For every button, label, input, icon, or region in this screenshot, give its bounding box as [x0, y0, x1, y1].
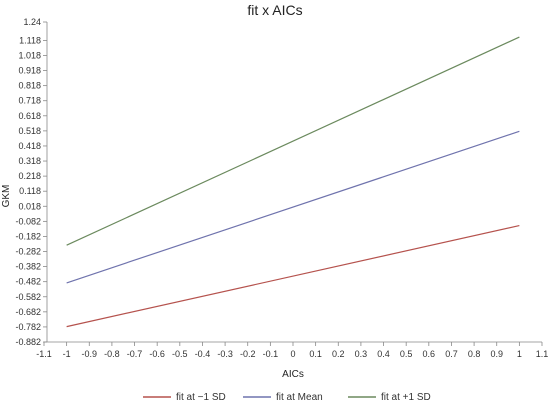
y-tick-label: -0.382 [15, 262, 41, 272]
x-tick-label: 1 [517, 349, 522, 359]
x-tick-label: 0.2 [332, 349, 345, 359]
x-tick-label: -1 [63, 349, 71, 359]
y-tick-label: 0.218 [18, 171, 41, 181]
y-tick-label: 0.318 [18, 156, 41, 166]
legend: fit at −1 SD fit at Mean fit at +1 SD [143, 392, 431, 403]
x-tick-label: 0.9 [490, 349, 503, 359]
y-tick-label: 1.24 [23, 17, 41, 27]
y-tick-label: -0.882 [15, 337, 41, 347]
x-tick-label: 0.7 [445, 349, 458, 359]
y-tick-label: -0.482 [15, 277, 41, 287]
x-tick-label: 0.6 [423, 349, 436, 359]
y-tick-label: 0.118 [19, 186, 41, 196]
x-tick-label: -0.4 [195, 349, 211, 359]
x-tick-label: -0.9 [82, 349, 98, 359]
x-axis-label: AICs [282, 369, 304, 380]
y-tick-label: 1.018 [18, 50, 41, 60]
x-tick-label: 0.4 [377, 349, 390, 359]
x-tick-label: 0.5 [400, 349, 413, 359]
y-tick-label: 0.718 [18, 96, 41, 106]
x-tick-label: -0.6 [149, 349, 165, 359]
y-axis-label: GKM [1, 185, 12, 208]
x-tick-label: -0.7 [127, 349, 143, 359]
series-line-0 [66, 224, 520, 328]
y-tick-label: 0.418 [18, 141, 41, 151]
x-tick-label: 1.1 [536, 349, 549, 359]
y-tick-label: -0.082 [15, 216, 41, 226]
x-tick-label: -0.8 [104, 349, 120, 359]
y-tick-label: 1.118 [19, 35, 41, 45]
x-tick-label: -0.1 [263, 349, 279, 359]
x-tick-label: 0.8 [468, 349, 481, 359]
y-tick-label: -0.782 [15, 322, 41, 332]
x-tick-label: 0 [290, 349, 295, 359]
x-tick-label: -0.5 [172, 349, 188, 359]
x-tick-label: -1.1 [36, 349, 52, 359]
y-tick-label: -0.582 [15, 292, 41, 302]
y-tick-label: 0.618 [18, 111, 41, 121]
x-axis: -1.1 -1 -0.9 -0.8 -0.7 -0.6 -0.5 -0.4 -0.3 -0.2 -0… [36, 341, 549, 359]
y-tick-label: 0.518 [18, 126, 41, 136]
y-tick-label: 0.818 [18, 81, 41, 91]
series-line-1 [66, 130, 520, 284]
y-tick-label: -0.682 [15, 307, 41, 317]
legend-label: fit at +1 SD [381, 392, 431, 403]
legend-label: fit at Mean [276, 392, 323, 403]
y-tick-label: 0.018 [18, 201, 41, 211]
x-tick-label: -0.2 [240, 349, 256, 359]
y-axis: 1.24 1.118 1.018 0.918 0.818 0.718 0.618 0.518 0… [15, 17, 48, 347]
y-tick-label: 0.918 [18, 66, 41, 76]
y-tick-label: -0.282 [15, 247, 41, 257]
legend-label: fit at −1 SD [176, 392, 226, 403]
series-lines [66, 36, 520, 328]
series-line-2 [66, 36, 520, 246]
x-tick-label: 0.3 [355, 349, 368, 359]
x-tick-label: -0.3 [217, 349, 233, 359]
chart-title: fit x AICs [247, 2, 302, 18]
y-tick-label: -0.182 [15, 231, 41, 241]
x-tick-label: 0.1 [309, 349, 322, 359]
